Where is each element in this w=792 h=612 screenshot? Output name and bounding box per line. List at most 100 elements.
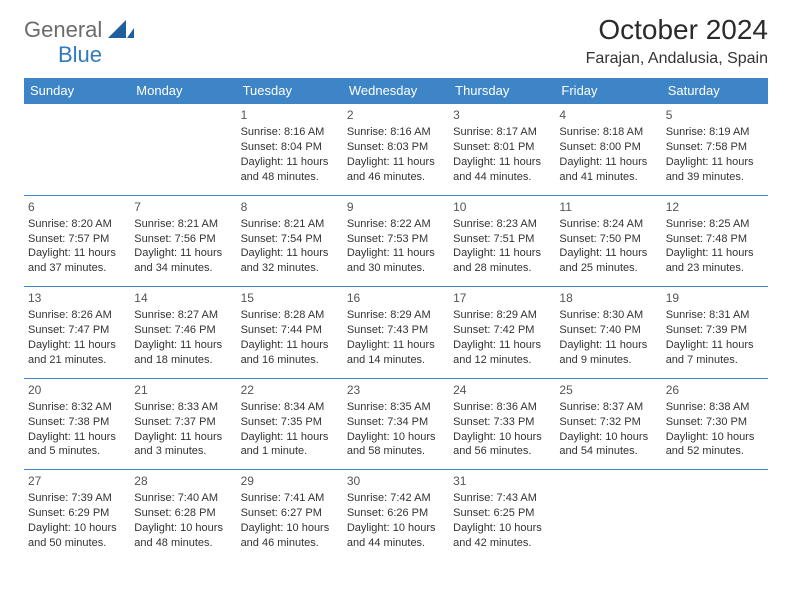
sunrise-text: Sunrise: 8:16 AM [347, 125, 445, 140]
logo-word1: General [24, 17, 102, 43]
sunset-text: Sunset: 7:54 PM [241, 232, 339, 247]
daylight-text: Daylight: 11 hours and 12 minutes. [453, 338, 551, 368]
sunset-text: Sunset: 7:51 PM [453, 232, 551, 247]
calendar-cell [662, 470, 768, 561]
day-number: 17 [453, 290, 551, 306]
logo-sail-icon [108, 16, 134, 43]
sunrise-text: Sunrise: 7:40 AM [134, 491, 232, 506]
day-number: 20 [28, 382, 126, 398]
sunset-text: Sunset: 7:47 PM [28, 323, 126, 338]
sunset-text: Sunset: 7:53 PM [347, 232, 445, 247]
sunrise-text: Sunrise: 8:32 AM [28, 400, 126, 415]
calendar-cell: 6Sunrise: 8:20 AMSunset: 7:57 PMDaylight… [24, 195, 130, 287]
sunset-text: Sunset: 8:00 PM [559, 140, 657, 155]
calendar-cell: 22Sunrise: 8:34 AMSunset: 7:35 PMDayligh… [237, 378, 343, 470]
sunrise-text: Sunrise: 8:22 AM [347, 217, 445, 232]
sunrise-text: Sunrise: 8:28 AM [241, 308, 339, 323]
sunset-text: Sunset: 7:48 PM [666, 232, 764, 247]
daylight-text: Daylight: 10 hours and 48 minutes. [134, 521, 232, 551]
day-number: 23 [347, 382, 445, 398]
sunrise-text: Sunrise: 8:26 AM [28, 308, 126, 323]
title-block: October 2024 Farajan, Andalusia, Spain [586, 14, 768, 68]
sunset-text: Sunset: 7:32 PM [559, 415, 657, 430]
day-number: 4 [559, 107, 657, 123]
calendar-cell: 15Sunrise: 8:28 AMSunset: 7:44 PMDayligh… [237, 287, 343, 379]
day-number: 25 [559, 382, 657, 398]
sunset-text: Sunset: 8:03 PM [347, 140, 445, 155]
sunset-text: Sunset: 7:37 PM [134, 415, 232, 430]
sunset-text: Sunset: 6:27 PM [241, 506, 339, 521]
day-header-row: Sunday Monday Tuesday Wednesday Thursday… [24, 78, 768, 104]
daylight-text: Daylight: 10 hours and 56 minutes. [453, 430, 551, 460]
daylight-text: Daylight: 11 hours and 39 minutes. [666, 155, 764, 185]
day-number: 18 [559, 290, 657, 306]
calendar-cell: 30Sunrise: 7:42 AMSunset: 6:26 PMDayligh… [343, 470, 449, 561]
sunrise-text: Sunrise: 7:41 AM [241, 491, 339, 506]
sunrise-text: Sunrise: 8:38 AM [666, 400, 764, 415]
daylight-text: Daylight: 11 hours and 41 minutes. [559, 155, 657, 185]
sunset-text: Sunset: 6:25 PM [453, 506, 551, 521]
sunrise-text: Sunrise: 8:31 AM [666, 308, 764, 323]
calendar-cell: 23Sunrise: 8:35 AMSunset: 7:34 PMDayligh… [343, 378, 449, 470]
calendar-table: Sunday Monday Tuesday Wednesday Thursday… [24, 78, 768, 561]
sunset-text: Sunset: 6:28 PM [134, 506, 232, 521]
calendar-cell [130, 104, 236, 196]
logo: General [24, 16, 136, 43]
day-number: 7 [134, 199, 232, 215]
day-header: Sunday [24, 78, 130, 104]
calendar-cell: 24Sunrise: 8:36 AMSunset: 7:33 PMDayligh… [449, 378, 555, 470]
daylight-text: Daylight: 11 hours and 5 minutes. [28, 430, 126, 460]
daylight-text: Daylight: 11 hours and 1 minute. [241, 430, 339, 460]
day-number: 13 [28, 290, 126, 306]
sunset-text: Sunset: 6:29 PM [28, 506, 126, 521]
daylight-text: Daylight: 11 hours and 25 minutes. [559, 246, 657, 276]
sunset-text: Sunset: 7:57 PM [28, 232, 126, 247]
sunset-text: Sunset: 7:40 PM [559, 323, 657, 338]
sunrise-text: Sunrise: 7:39 AM [28, 491, 126, 506]
location-text: Farajan, Andalusia, Spain [586, 50, 768, 68]
sunset-text: Sunset: 7:39 PM [666, 323, 764, 338]
daylight-text: Daylight: 11 hours and 3 minutes. [134, 430, 232, 460]
calendar-cell: 25Sunrise: 8:37 AMSunset: 7:32 PMDayligh… [555, 378, 661, 470]
day-number: 27 [28, 473, 126, 489]
sunset-text: Sunset: 7:44 PM [241, 323, 339, 338]
month-title: October 2024 [586, 14, 768, 46]
day-number: 16 [347, 290, 445, 306]
calendar-cell: 19Sunrise: 8:31 AMSunset: 7:39 PMDayligh… [662, 287, 768, 379]
day-number: 29 [241, 473, 339, 489]
sunrise-text: Sunrise: 8:35 AM [347, 400, 445, 415]
daylight-text: Daylight: 11 hours and 44 minutes. [453, 155, 551, 185]
sunrise-text: Sunrise: 8:19 AM [666, 125, 764, 140]
day-number: 2 [347, 107, 445, 123]
day-number: 26 [666, 382, 764, 398]
sunset-text: Sunset: 7:56 PM [134, 232, 232, 247]
calendar-cell: 7Sunrise: 8:21 AMSunset: 7:56 PMDaylight… [130, 195, 236, 287]
day-number: 14 [134, 290, 232, 306]
calendar-row: 27Sunrise: 7:39 AMSunset: 6:29 PMDayligh… [24, 470, 768, 561]
daylight-text: Daylight: 10 hours and 54 minutes. [559, 430, 657, 460]
day-number: 12 [666, 199, 764, 215]
daylight-text: Daylight: 10 hours and 50 minutes. [28, 521, 126, 551]
sunset-text: Sunset: 8:01 PM [453, 140, 551, 155]
sunrise-text: Sunrise: 8:34 AM [241, 400, 339, 415]
sunset-text: Sunset: 7:50 PM [559, 232, 657, 247]
calendar-cell: 9Sunrise: 8:22 AMSunset: 7:53 PMDaylight… [343, 195, 449, 287]
day-number: 24 [453, 382, 551, 398]
day-number: 5 [666, 107, 764, 123]
sunrise-text: Sunrise: 8:27 AM [134, 308, 232, 323]
logo-word2: Blue [58, 42, 102, 67]
daylight-text: Daylight: 11 hours and 28 minutes. [453, 246, 551, 276]
day-number: 1 [241, 107, 339, 123]
calendar-cell: 16Sunrise: 8:29 AMSunset: 7:43 PMDayligh… [343, 287, 449, 379]
daylight-text: Daylight: 10 hours and 46 minutes. [241, 521, 339, 551]
day-number: 15 [241, 290, 339, 306]
sunset-text: Sunset: 7:46 PM [134, 323, 232, 338]
day-number: 30 [347, 473, 445, 489]
daylight-text: Daylight: 11 hours and 18 minutes. [134, 338, 232, 368]
calendar-row: 20Sunrise: 8:32 AMSunset: 7:38 PMDayligh… [24, 378, 768, 470]
calendar-row: 13 Sunrise: 8:26 AMSunset: 7:47 PM Dayligh… [24, 287, 768, 379]
calendar-cell [555, 470, 661, 561]
daylight-text: Daylight: 11 hours and 32 minutes. [241, 246, 339, 276]
sunrise-text: Sunrise: 8:30 AM [559, 308, 657, 323]
calendar-cell: 11Sunrise: 8:24 AMSunset: 7:50 PMDayligh… [555, 195, 661, 287]
